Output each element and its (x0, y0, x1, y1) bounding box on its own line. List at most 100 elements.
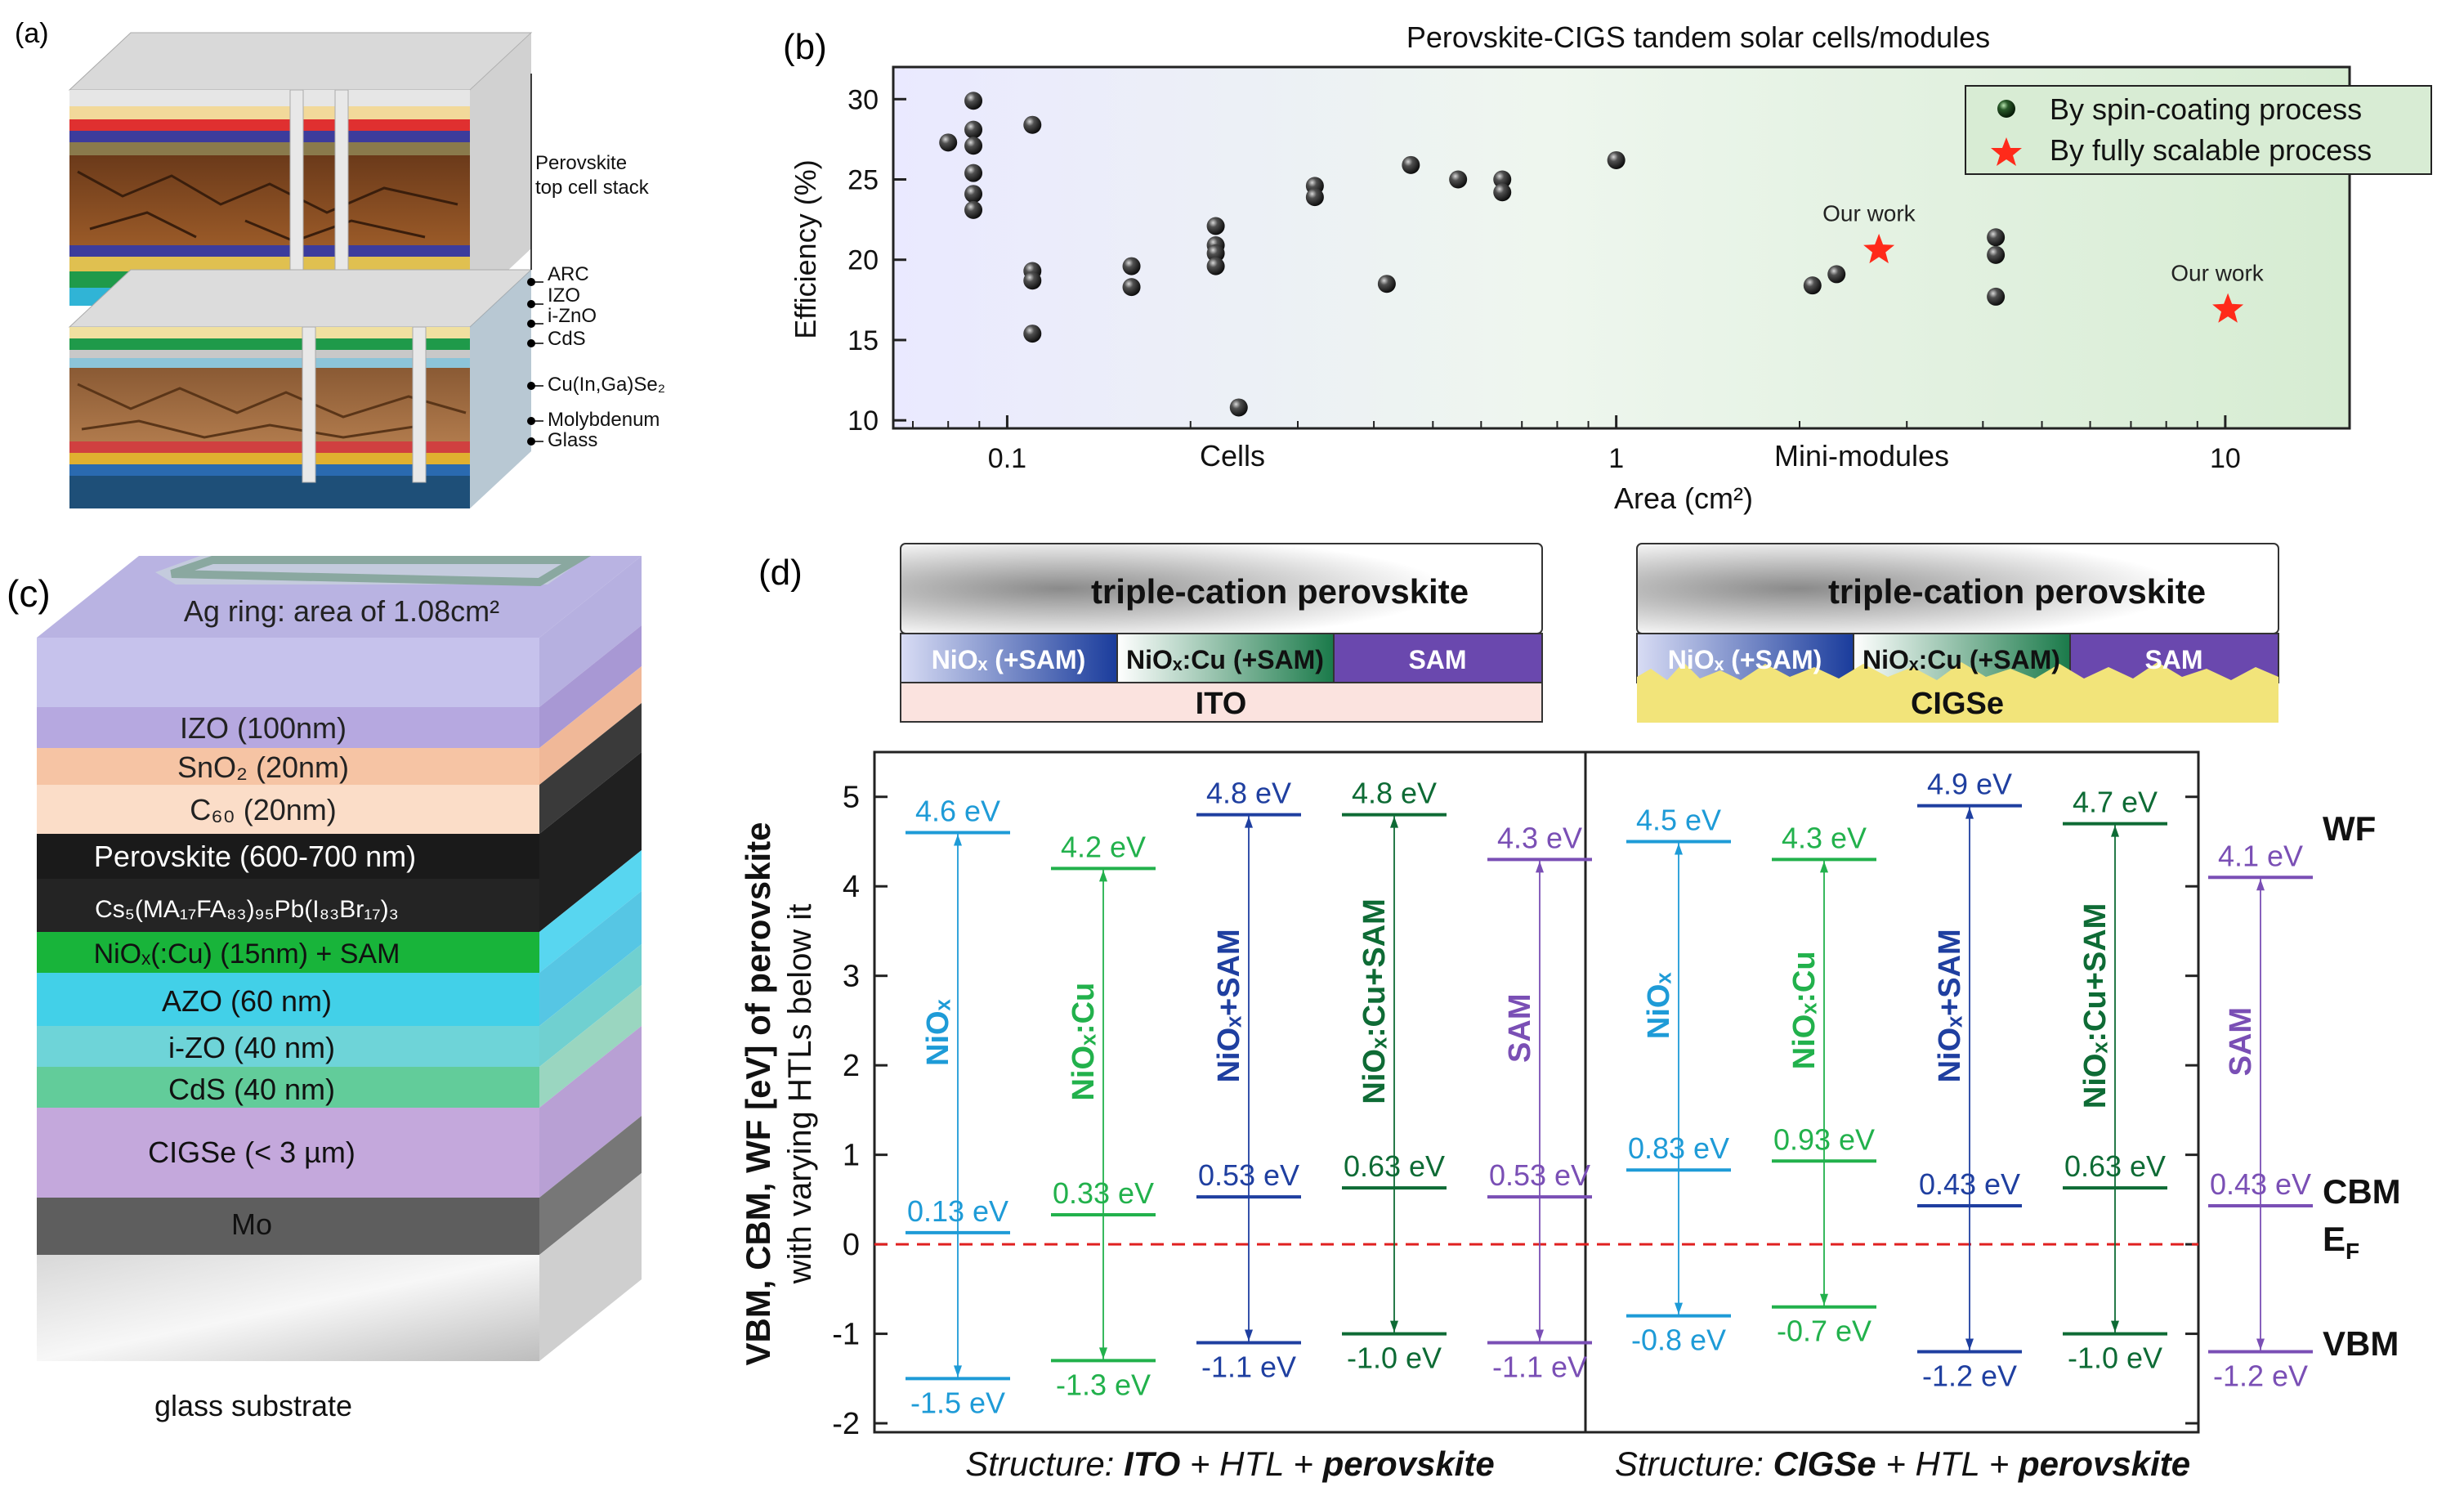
htl-column-label: NiOₓ+SAM (1212, 929, 1246, 1082)
cigs-bottom-cell (68, 269, 533, 508)
data-point-spin-coating (1493, 170, 1512, 189)
data-point-fully-scalable (1863, 233, 1895, 264)
panel-c-label: (c) (7, 572, 51, 615)
vbm-value-label: -1.1 eV (1492, 1350, 1587, 1384)
cbm-value-label: 0.53 eV (1198, 1158, 1299, 1192)
vbm-value-label: -1.0 eV (2068, 1341, 2162, 1375)
callout-perovskite-stack: Perovskite top cell stack (535, 152, 650, 199)
data-point-spin-coating (1987, 245, 2006, 264)
data-point-spin-coating (1607, 150, 1626, 169)
layer-c60: C₆₀ (20nm) (190, 793, 337, 826)
vbm-value-label: -0.7 eV (1777, 1315, 1871, 1348)
data-point-spin-coating (1229, 398, 1248, 417)
chart-b-region-modules: Mini-modules (1774, 439, 1949, 473)
arrow-head-down (2256, 1338, 2265, 1350)
arrow-head-up (1099, 870, 1107, 882)
label-cbm: CBM (2323, 1172, 2401, 1211)
legend-fully-scalable: By fully scalable process (2050, 133, 2372, 167)
layer-stack (37, 556, 642, 1361)
energy-ytick-label: 0 (843, 1228, 860, 1262)
annotation-our-work: Our work (2171, 260, 2265, 285)
cigse-substrate-label: CIGSe (1911, 687, 2004, 721)
arrow-head-down (1820, 1293, 1828, 1306)
wf-value-label: 4.2 eV (1061, 830, 1146, 863)
callout-cigs: Cu(In,Ga)Se₂ (548, 374, 665, 396)
callout-cds: CdS (548, 328, 586, 350)
arrow-head-up (1965, 807, 1974, 819)
layer-glass-substrate: glass substrate (154, 1389, 352, 1422)
arrow-head-down (1245, 1329, 1253, 1341)
chart-b-xlabel: Area (cm²) (1614, 481, 1753, 515)
cigse-htl-niox: NiOₓ (+SAM) (1668, 645, 1822, 674)
htl-column-label: NiOₓ:Cu+SAM (2078, 903, 2113, 1109)
layer-izo-40: i-ZO (40 nm) (168, 1031, 335, 1064)
layer-perovskite-formula: Cs₅(MA₁₇FA₈₃)₉₅Pb(I₈₃Br₁₇)₃ (95, 896, 399, 923)
legend-sphere-marker (1997, 100, 2015, 118)
wf-value-label: 4.1 eV (2218, 839, 2303, 872)
data-point-spin-coating (964, 120, 983, 139)
xtick-label: 1 (1608, 443, 1624, 474)
xtick-label: 10 (2210, 443, 2241, 474)
data-point-spin-coating (1023, 325, 1042, 343)
data-point-spin-coating (964, 92, 983, 110)
wf-value-label: 4.8 eV (1352, 777, 1437, 810)
data-point-spin-coating (964, 185, 983, 204)
data-point-spin-coating (1023, 271, 1042, 290)
data-point-spin-coating (1449, 170, 1468, 189)
vbm-value-label: -1.3 eV (1056, 1368, 1151, 1401)
label-vbm: VBM (2323, 1324, 2399, 1363)
ytick-label: 15 (847, 325, 879, 356)
panel-a: (a) (15, 18, 665, 508)
label-ef: EF (2323, 1220, 2359, 1264)
layer-sno2: SnO₂ (20nm) (177, 750, 349, 784)
data-point-spin-coating (1023, 115, 1042, 134)
chart-b-region-cells: Cells (1200, 439, 1265, 473)
cbm-value-label: 0.93 eV (1773, 1122, 1875, 1156)
arrow-head-up (954, 834, 962, 846)
data-point-spin-coating (1122, 278, 1141, 297)
caption-ito: Structure: ITO + HTL + perovskite (965, 1444, 1494, 1483)
data-point-spin-coating (1305, 188, 1324, 207)
cbm-value-label: 0.63 eV (2064, 1149, 2166, 1183)
layer-cds: CdS (40 nm) (168, 1073, 335, 1106)
ytick-label: 25 (847, 165, 879, 196)
energy-plot-frame (873, 750, 2200, 1434)
data-point-spin-coating (1377, 275, 1396, 293)
wf-value-label: 4.9 eV (1927, 768, 2012, 801)
device-stack-ito: triple-cation perovskite NiOₓ (+SAM) NiO… (900, 543, 1543, 723)
arrow-head-down (1536, 1329, 1544, 1341)
panel-b-label: (b) (783, 27, 827, 67)
cbm-value-label: 0.43 eV (2210, 1167, 2311, 1201)
label-wf: WF (2323, 809, 2376, 848)
vbm-value-label: -0.8 eV (1631, 1324, 1726, 1357)
arrow-head-down (1390, 1320, 1398, 1332)
energy-ytick-label: 2 (843, 1049, 860, 1083)
data-point-spin-coating (1493, 183, 1512, 202)
vbm-value-label: -1.2 eV (1922, 1359, 2017, 1392)
chart-b-ylabel: Efficiency (%) (789, 159, 822, 338)
htl-column-label: SAM (2224, 1007, 2258, 1076)
htl-column-label: NiOₓ (921, 999, 955, 1066)
arrow-head-up (1536, 861, 1544, 873)
annotation-our-work: Our work (1822, 201, 1916, 226)
arrow-head-down (1099, 1347, 1107, 1359)
callout-arc: ARC (548, 263, 589, 285)
data-point-spin-coating (1122, 257, 1141, 275)
data-point-spin-coating (1206, 244, 1225, 262)
cigse-htl-nioxcu: NiOₓ:Cu (+SAM) (1863, 645, 2060, 674)
ito-htl-niox: NiOₓ (+SAM) (932, 645, 1086, 674)
panel-c: (c) Ag ring: area of 1.08cm² (7, 556, 642, 1422)
panel-d: (d) triple-cation perovskite NiOₓ (+SAM)… (739, 543, 2401, 1483)
data-point-spin-coating (1206, 257, 1225, 275)
vbm-value-label: -1.5 eV (910, 1386, 1005, 1419)
chart-b-title: Perovskite-CIGS tandem solar cells/modul… (1406, 20, 1990, 54)
energy-ytick-label: 1 (843, 1139, 860, 1173)
data-point-spin-coating (1206, 217, 1225, 235)
vbm-value-label: -1.1 eV (1201, 1350, 1296, 1384)
arrow-head-up (2256, 879, 2265, 891)
cbm-value-label: 0.43 eV (1919, 1167, 2020, 1201)
ito-substrate-label: ITO (1196, 687, 1247, 721)
arrow-head-up (1675, 843, 1683, 855)
panel-b-chart: (b) Perovskite-CIGS tandem solar cells/m… (783, 20, 2432, 515)
energy-ytick-label: 3 (843, 960, 860, 994)
